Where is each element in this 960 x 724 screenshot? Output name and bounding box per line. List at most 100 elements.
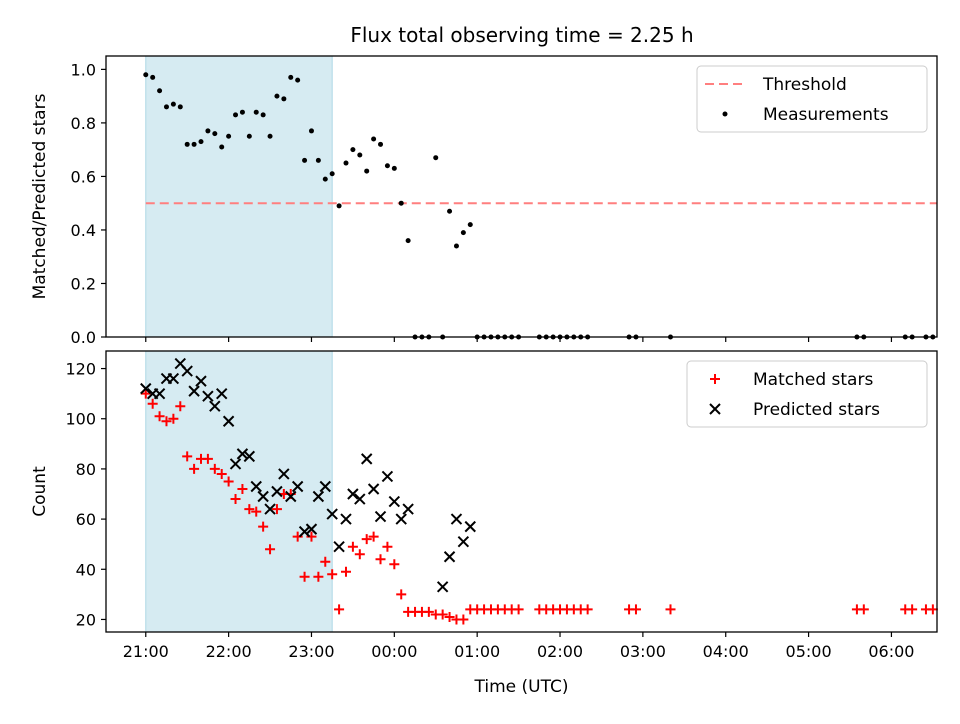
measurement-point xyxy=(281,96,287,102)
legend-matched-swatch xyxy=(710,374,720,384)
predicted-star-point xyxy=(326,508,338,520)
predicted-star-point xyxy=(367,483,380,495)
predicted-star-point xyxy=(250,480,262,493)
matched-star-point xyxy=(340,566,351,577)
measurement-point xyxy=(150,74,156,80)
legend-label: Predicted stars xyxy=(753,400,880,420)
predicted-star-point xyxy=(140,382,152,395)
matched-star-point xyxy=(258,521,269,532)
predicted-star-point xyxy=(236,448,249,460)
measurement-point xyxy=(391,165,397,171)
measurement-point xyxy=(322,176,328,182)
bottom-panel-counts: 20 40 60 80 100 120 21:00 22:00 23:00 00:00 01:00 0… xyxy=(30,350,938,697)
matched-star-point xyxy=(858,604,869,615)
measurement-point xyxy=(288,74,294,80)
x-tick-label: 02:00 xyxy=(537,642,583,661)
measurement-point xyxy=(453,243,459,249)
predicted-star-point xyxy=(354,493,366,505)
measurement-point xyxy=(398,200,404,206)
matched-star-point xyxy=(389,559,400,570)
matched-star-point xyxy=(216,468,227,479)
predicted-star-point xyxy=(229,458,242,470)
x-tick-label: 00:00 xyxy=(371,642,417,661)
plot-frame xyxy=(105,350,938,633)
y-tick-label: 100 xyxy=(65,410,96,429)
measurement-point xyxy=(371,136,377,142)
predicted-star-point xyxy=(388,495,401,508)
legend-label: Matched stars xyxy=(753,370,873,390)
predicted-star-point xyxy=(202,390,214,402)
measurement-point xyxy=(405,238,411,244)
y-axis-label: Matched/Predicted stars xyxy=(30,93,50,299)
matched-star-point xyxy=(223,476,234,487)
measurement-point xyxy=(253,109,259,115)
predicted-star-point xyxy=(305,523,318,535)
matched-star-point xyxy=(437,609,448,620)
predicted-star-point xyxy=(333,540,345,553)
matched-star-point xyxy=(334,604,345,615)
measurement-point xyxy=(267,133,273,139)
predicted-star-point xyxy=(319,480,331,493)
legend-label: Measurements xyxy=(763,105,889,125)
predicted-star-point xyxy=(374,510,387,523)
predicted-star-point xyxy=(243,450,256,463)
measurement-point xyxy=(239,109,245,115)
measurement-point xyxy=(295,77,301,83)
predicted-star-point xyxy=(291,480,304,493)
y-tick-label: 0.6 xyxy=(71,167,96,186)
matched-star-point xyxy=(347,541,358,552)
legend-label: Threshold xyxy=(762,75,847,95)
matched-star-point xyxy=(230,494,241,505)
matched-star-point xyxy=(327,569,338,580)
predicted-star-point xyxy=(381,470,394,483)
measurement-point xyxy=(205,128,211,134)
predicted-star-point xyxy=(216,387,228,400)
measurement-point xyxy=(177,104,183,110)
predicted-star-point xyxy=(271,485,283,498)
matched-star-point xyxy=(237,483,248,494)
x-tick-label: 05:00 xyxy=(786,642,832,661)
matched-star-point xyxy=(175,401,186,412)
matched-star-point xyxy=(189,463,200,474)
matched-star-point xyxy=(154,411,165,422)
predicted-star-point xyxy=(153,387,166,400)
measurement-point xyxy=(226,133,232,139)
legend-predicted-swatch xyxy=(709,403,721,415)
measurement-point xyxy=(184,141,190,147)
matched-star-point xyxy=(458,614,469,625)
predicted-star-point xyxy=(464,520,476,533)
matched-star-point xyxy=(271,504,282,515)
predicted-star-point xyxy=(278,468,290,480)
measurement-point xyxy=(246,133,252,139)
x-tick-label: 04:00 xyxy=(703,642,749,661)
top-panel-ratio: 0.0 0.2 0.4 0.6 0.8 1.0 Matched/Predicted star… xyxy=(30,55,938,347)
predicted-star-point xyxy=(209,400,221,412)
predicted-star-point xyxy=(195,375,207,387)
measurement-point xyxy=(260,112,266,118)
matched-star-point xyxy=(265,544,276,555)
x-tick-label: 06:00 xyxy=(868,642,914,661)
matched-star-point xyxy=(182,451,193,462)
measurement-point xyxy=(315,157,321,163)
matched-star-point xyxy=(375,554,386,565)
predicted-star-point xyxy=(312,490,325,503)
measurement-point xyxy=(343,160,349,166)
measurement-point xyxy=(302,157,308,163)
predicted-star-point xyxy=(181,365,193,377)
measurement-point xyxy=(308,128,314,134)
measurement-point xyxy=(433,155,439,161)
measurement-point xyxy=(191,141,197,147)
measurement-point xyxy=(329,171,335,177)
matched-star-point xyxy=(382,541,393,552)
measurement-point xyxy=(467,222,473,228)
y-tick-label: 0.2 xyxy=(71,274,96,293)
x-axis-label: Time (UTC) xyxy=(474,677,569,697)
matched-star-point xyxy=(354,549,365,560)
predicted-star-point xyxy=(257,490,269,503)
predicted-star-point xyxy=(436,581,449,593)
predicted-star-point xyxy=(402,503,414,515)
measurement-point xyxy=(143,72,149,78)
predicted-star-point xyxy=(264,503,276,515)
legend-box xyxy=(686,360,928,428)
